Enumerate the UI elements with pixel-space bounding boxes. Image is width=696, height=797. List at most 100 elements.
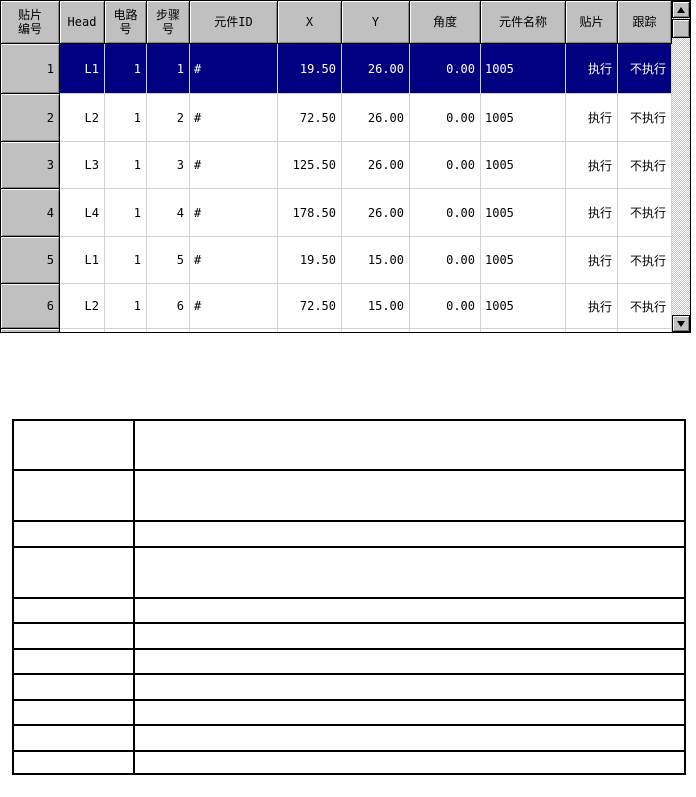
- cell-angle[interactable]: 0.00: [410, 94, 481, 142]
- empty-table-row-5: [14, 599, 684, 624]
- empty-table-right-cell: [135, 726, 684, 750]
- cell-place[interactable]: 执行: [566, 44, 618, 94]
- cell-x[interactable]: 19.50: [278, 44, 342, 94]
- cell-y[interactable]: 26.00: [342, 44, 410, 94]
- empty-table-left-cell: [14, 471, 135, 520]
- cell-comp_id[interactable]: #: [190, 284, 278, 329]
- cell-seq[interactable]: 2: [1, 94, 60, 142]
- cell-head[interactable]: L4: [60, 189, 105, 237]
- clipped-cell-seq: [1, 329, 60, 332]
- cell-y[interactable]: 15.00: [342, 284, 410, 329]
- cell-circuit[interactable]: 1: [105, 44, 147, 94]
- cell-comp_id[interactable]: #: [190, 189, 278, 237]
- grid-row-5[interactable]: 5 L1 1 5 #19.50 15.00 0.00 1005 执行 不执行: [1, 237, 672, 284]
- cell-x[interactable]: 72.50: [278, 94, 342, 142]
- cell-angle[interactable]: 0.00: [410, 237, 481, 284]
- cell-circuit[interactable]: 1: [105, 142, 147, 189]
- empty-table-row-8: [14, 675, 684, 701]
- cell-x[interactable]: 72.50: [278, 284, 342, 329]
- cell-angle[interactable]: 0.00: [410, 44, 481, 94]
- cell-head[interactable]: L2: [60, 94, 105, 142]
- grid-row-4[interactable]: 4 L4 1 4 #178.50 26.00 0.00 1005 执行 不执行: [1, 189, 672, 237]
- cell-y[interactable]: 26.00: [342, 142, 410, 189]
- grid-row-6[interactable]: 6 L2 1 6 #72.50 15.00 0.00 1005 执行 不执行: [1, 284, 672, 329]
- cell-head[interactable]: L3: [60, 142, 105, 189]
- clipped-cell-comp_name: [481, 329, 566, 332]
- cell-seq[interactable]: 5: [1, 237, 60, 284]
- column-header-step: 步骤 号: [147, 1, 190, 44]
- cell-step[interactable]: 1: [147, 44, 190, 94]
- scroll-down-button[interactable]: [672, 315, 690, 332]
- empty-table-right-cell: [135, 599, 684, 622]
- cell-y[interactable]: 15.00: [342, 237, 410, 284]
- clipped-cell-angle: [410, 329, 481, 332]
- scrollbar-thumb[interactable]: [672, 19, 690, 38]
- cell-angle[interactable]: 0.00: [410, 189, 481, 237]
- cell-place[interactable]: 执行: [566, 94, 618, 142]
- column-header-comp_name: 元件名称: [481, 1, 566, 44]
- cell-seq[interactable]: 3: [1, 142, 60, 189]
- cell-step[interactable]: 6: [147, 284, 190, 329]
- column-header-comp_id: 元件ID: [190, 1, 278, 44]
- cell-head[interactable]: L2: [60, 284, 105, 329]
- cell-comp_name[interactable]: 1005: [481, 237, 566, 284]
- cell-step[interactable]: 2: [147, 94, 190, 142]
- cell-place[interactable]: 执行: [566, 237, 618, 284]
- up-arrow-icon: [677, 6, 685, 13]
- empty-table-left-cell: [14, 675, 135, 699]
- cell-seq[interactable]: 1: [1, 44, 60, 94]
- scroll-up-button[interactable]: [672, 1, 690, 18]
- cell-x[interactable]: 19.50: [278, 237, 342, 284]
- cell-track[interactable]: 不执行: [618, 284, 672, 329]
- cell-comp_id[interactable]: #: [190, 237, 278, 284]
- grid-row-2[interactable]: 2 L2 1 2 #72.50 26.00 0.00 1005 执行 不执行: [1, 94, 672, 142]
- cell-track[interactable]: 不执行: [618, 94, 672, 142]
- grid-row-1[interactable]: 1 L1 1 1 #19.50 26.00 0.00 1005 执行 不执行: [1, 44, 672, 94]
- cell-x[interactable]: 125.50: [278, 142, 342, 189]
- grid-row-3[interactable]: 3 L3 1 3 #125.50 26.00 0.00 1005 执行 不执行: [1, 142, 672, 189]
- cell-comp_name[interactable]: 1005: [481, 142, 566, 189]
- cell-comp_id[interactable]: #: [190, 44, 278, 94]
- cell-track[interactable]: 不执行: [618, 189, 672, 237]
- cell-step[interactable]: 5: [147, 237, 190, 284]
- empty-table-left-cell: [14, 726, 135, 750]
- cell-place[interactable]: 执行: [566, 284, 618, 329]
- cell-comp_name[interactable]: 1005: [481, 284, 566, 329]
- empty-table-row-1: [14, 421, 684, 471]
- cell-comp_name[interactable]: 1005: [481, 44, 566, 94]
- cell-seq[interactable]: 6: [1, 284, 60, 329]
- cell-angle[interactable]: 0.00: [410, 142, 481, 189]
- cell-circuit[interactable]: 1: [105, 94, 147, 142]
- empty-table-row-6: [14, 624, 684, 650]
- empty-table-left-cell: [14, 421, 135, 469]
- cell-track[interactable]: 不执行: [618, 237, 672, 284]
- cell-comp_name[interactable]: 1005: [481, 189, 566, 237]
- cell-step[interactable]: 3: [147, 142, 190, 189]
- cell-y[interactable]: 26.00: [342, 189, 410, 237]
- cell-comp_id[interactable]: #: [190, 94, 278, 142]
- cell-angle[interactable]: 0.00: [410, 284, 481, 329]
- empty-table-left-cell: [14, 752, 135, 773]
- cell-y[interactable]: 26.00: [342, 94, 410, 142]
- empty-table-left-cell: [14, 650, 135, 673]
- empty-table-row-7: [14, 650, 684, 675]
- empty-table-row-9: [14, 701, 684, 726]
- cell-circuit[interactable]: 1: [105, 237, 147, 284]
- cell-track[interactable]: 不执行: [618, 44, 672, 94]
- cell-head[interactable]: L1: [60, 44, 105, 94]
- empty-table-left-cell: [14, 599, 135, 622]
- grid-clipped-row: [1, 329, 672, 332]
- cell-x[interactable]: 178.50: [278, 189, 342, 237]
- cell-comp_id[interactable]: #: [190, 142, 278, 189]
- cell-circuit[interactable]: 1: [105, 189, 147, 237]
- column-header-angle: 角度: [410, 1, 481, 44]
- cell-seq[interactable]: 4: [1, 189, 60, 237]
- cell-circuit[interactable]: 1: [105, 284, 147, 329]
- cell-track[interactable]: 不执行: [618, 142, 672, 189]
- cell-step[interactable]: 4: [147, 189, 190, 237]
- cell-comp_name[interactable]: 1005: [481, 94, 566, 142]
- cell-place[interactable]: 执行: [566, 189, 618, 237]
- vertical-scrollbar[interactable]: [672, 1, 690, 332]
- cell-place[interactable]: 执行: [566, 142, 618, 189]
- cell-head[interactable]: L1: [60, 237, 105, 284]
